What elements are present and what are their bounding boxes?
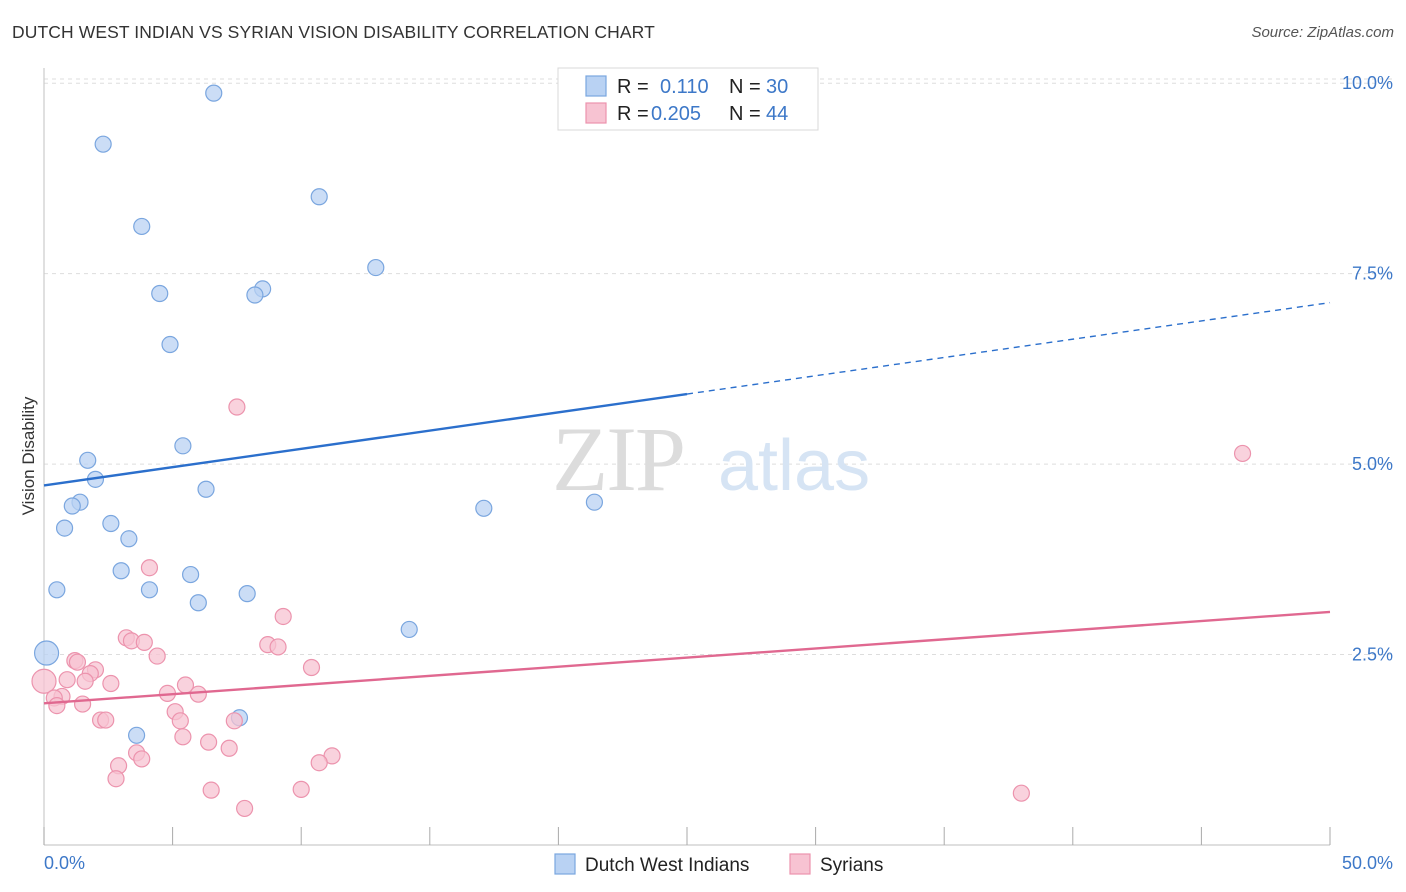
bottom-legend-label-1: Dutch West Indians <box>585 855 749 876</box>
syrian-point <box>171 712 189 730</box>
dutch-west-indian-point <box>55 519 74 537</box>
syrian-point <box>1233 444 1252 463</box>
syrian-point <box>236 799 254 818</box>
y-tick-label: 2.5% <box>1352 645 1393 665</box>
dutch-west-indian-point <box>120 530 138 548</box>
dutch-west-indian-point <box>182 565 200 584</box>
dutch-west-indian-point <box>197 480 215 498</box>
dutch-west-indian-point <box>475 499 493 517</box>
dutch-west-indian-point <box>205 84 223 102</box>
syrian-point <box>97 711 115 729</box>
dutch-west-indian-point <box>310 188 328 206</box>
legend-r-label-2: R = <box>617 103 649 125</box>
source-credit: Source: ZipAtlas.com <box>1251 24 1394 41</box>
syrian-point <box>220 739 238 757</box>
dutch-west-indian-point <box>127 726 146 744</box>
watermark-zip: ZIP <box>552 408 684 510</box>
x-tick-label-min: 0.0% <box>44 853 85 873</box>
legend-r-value-1: 0.110 <box>660 76 709 98</box>
dutch-west-indian-point <box>246 286 264 304</box>
trend-line-dutch-west-indians <box>43 392 688 487</box>
dutch-west-indian-point <box>133 217 151 236</box>
dutch-west-indian-point <box>174 437 192 455</box>
x-ticks <box>43 827 1331 845</box>
syrian-point <box>269 638 287 656</box>
syrian-point <box>228 398 246 416</box>
syrian-point <box>202 781 220 799</box>
legend-n-label-1: N = <box>729 76 761 98</box>
syrian-point <box>102 674 120 693</box>
syrian-point <box>302 658 321 677</box>
syrian-point <box>200 733 218 751</box>
syrian-point <box>58 671 76 689</box>
dutch-west-indian-point <box>400 620 418 639</box>
watermark-atlas: atlas <box>718 426 870 506</box>
dutch-west-indian-point <box>367 258 385 277</box>
syrian-point <box>135 633 153 651</box>
dutch-west-indian-point <box>79 451 97 469</box>
legend-r-label-1: R = <box>617 76 649 98</box>
y-tick-label: 5.0% <box>1352 454 1393 474</box>
legend-n-value-1: 30 <box>766 76 788 98</box>
syrian-point <box>274 607 292 626</box>
bottom-legend-label-2: Syrians <box>820 855 883 876</box>
legend-n-value-2: 44 <box>766 103 788 125</box>
syrian-point <box>133 750 151 768</box>
dutch-west-indian-point <box>94 135 112 153</box>
legend-n-label-2: N = <box>729 103 761 125</box>
syrian-point <box>292 780 310 798</box>
dutch-west-indian-point <box>112 562 130 580</box>
x-tick-label-max: 50.0% <box>1342 853 1393 873</box>
legend-swatch-pink <box>585 102 607 124</box>
syrian-point <box>140 559 159 577</box>
dutch-west-indian-point <box>140 581 159 599</box>
trend-line-syrians <box>43 610 1331 705</box>
syrian-point <box>107 770 125 788</box>
dutch-west-indian-point <box>63 497 81 515</box>
watermark: ZIP atlas <box>552 408 870 510</box>
y-tick-label: 10.0% <box>1342 73 1393 93</box>
dutch-west-indian-point <box>238 585 256 603</box>
legend-box: R = 0.110 N = 30 R = 0.205 N = 44 <box>557 67 819 131</box>
bottom-legend: Dutch West Indians Syrians <box>554 853 883 876</box>
syrian-point <box>31 668 57 694</box>
y-tick-label: 7.5% <box>1352 264 1393 284</box>
trend-line-dutch-west-indians-extension <box>686 301 1331 395</box>
syrian-point <box>48 696 66 715</box>
series-syrians-points <box>31 398 1252 818</box>
syrian-point <box>148 647 166 665</box>
syrian-point <box>1012 784 1030 802</box>
trend-lines <box>43 301 1331 705</box>
syrian-point <box>310 754 328 772</box>
legend-r-value-2: 0.205 <box>651 103 701 125</box>
dutch-west-indian-point <box>48 581 66 599</box>
bottom-legend-swatch-blue <box>554 853 576 875</box>
syrian-point <box>189 685 207 703</box>
dutch-west-indian-point <box>102 514 120 533</box>
dutch-west-indian-point <box>585 493 604 511</box>
syrian-point <box>68 653 87 671</box>
dutch-west-indian-point <box>189 594 207 612</box>
y-tick-labels: 2.5% 5.0% 7.5% 10.0% <box>1342 73 1393 664</box>
chart-title: DUTCH WEST INDIAN VS SYRIAN VISION DISAB… <box>12 22 655 42</box>
dutch-west-indian-point <box>151 284 169 303</box>
y-axis-title: Vision Disability <box>19 396 38 515</box>
dutch-west-indian-point <box>33 640 60 666</box>
syrian-point <box>174 728 192 746</box>
dutch-west-indian-point <box>161 335 179 354</box>
syrian-point <box>73 695 92 713</box>
syrian-point <box>225 712 243 730</box>
bottom-legend-swatch-pink <box>789 853 811 875</box>
legend-swatch-blue <box>585 75 607 97</box>
series-dutch-west-indians-points <box>33 84 604 744</box>
gridlines <box>44 78 1393 656</box>
syrian-point <box>76 672 94 690</box>
